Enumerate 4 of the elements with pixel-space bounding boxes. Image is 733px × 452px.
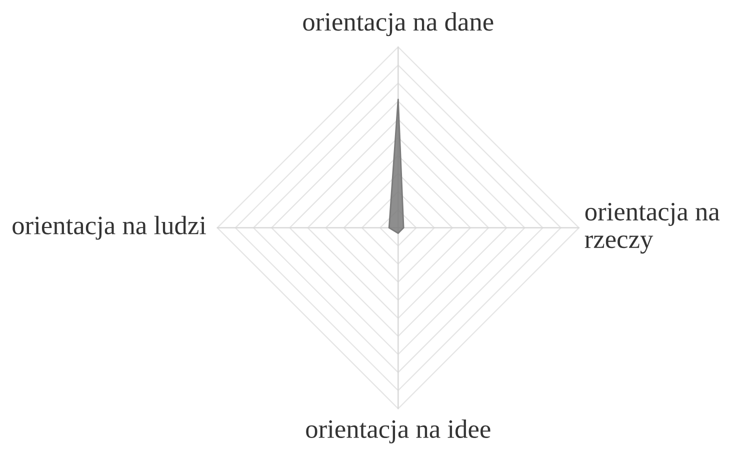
spoke-label: orientacja na idee (306, 419, 490, 444)
spoke-label: orientacja na ludzi (12, 216, 206, 240)
spoke-label: orientacja na rzeczy (584, 202, 720, 254)
spoke-label: orientacja na dane (303, 12, 494, 36)
